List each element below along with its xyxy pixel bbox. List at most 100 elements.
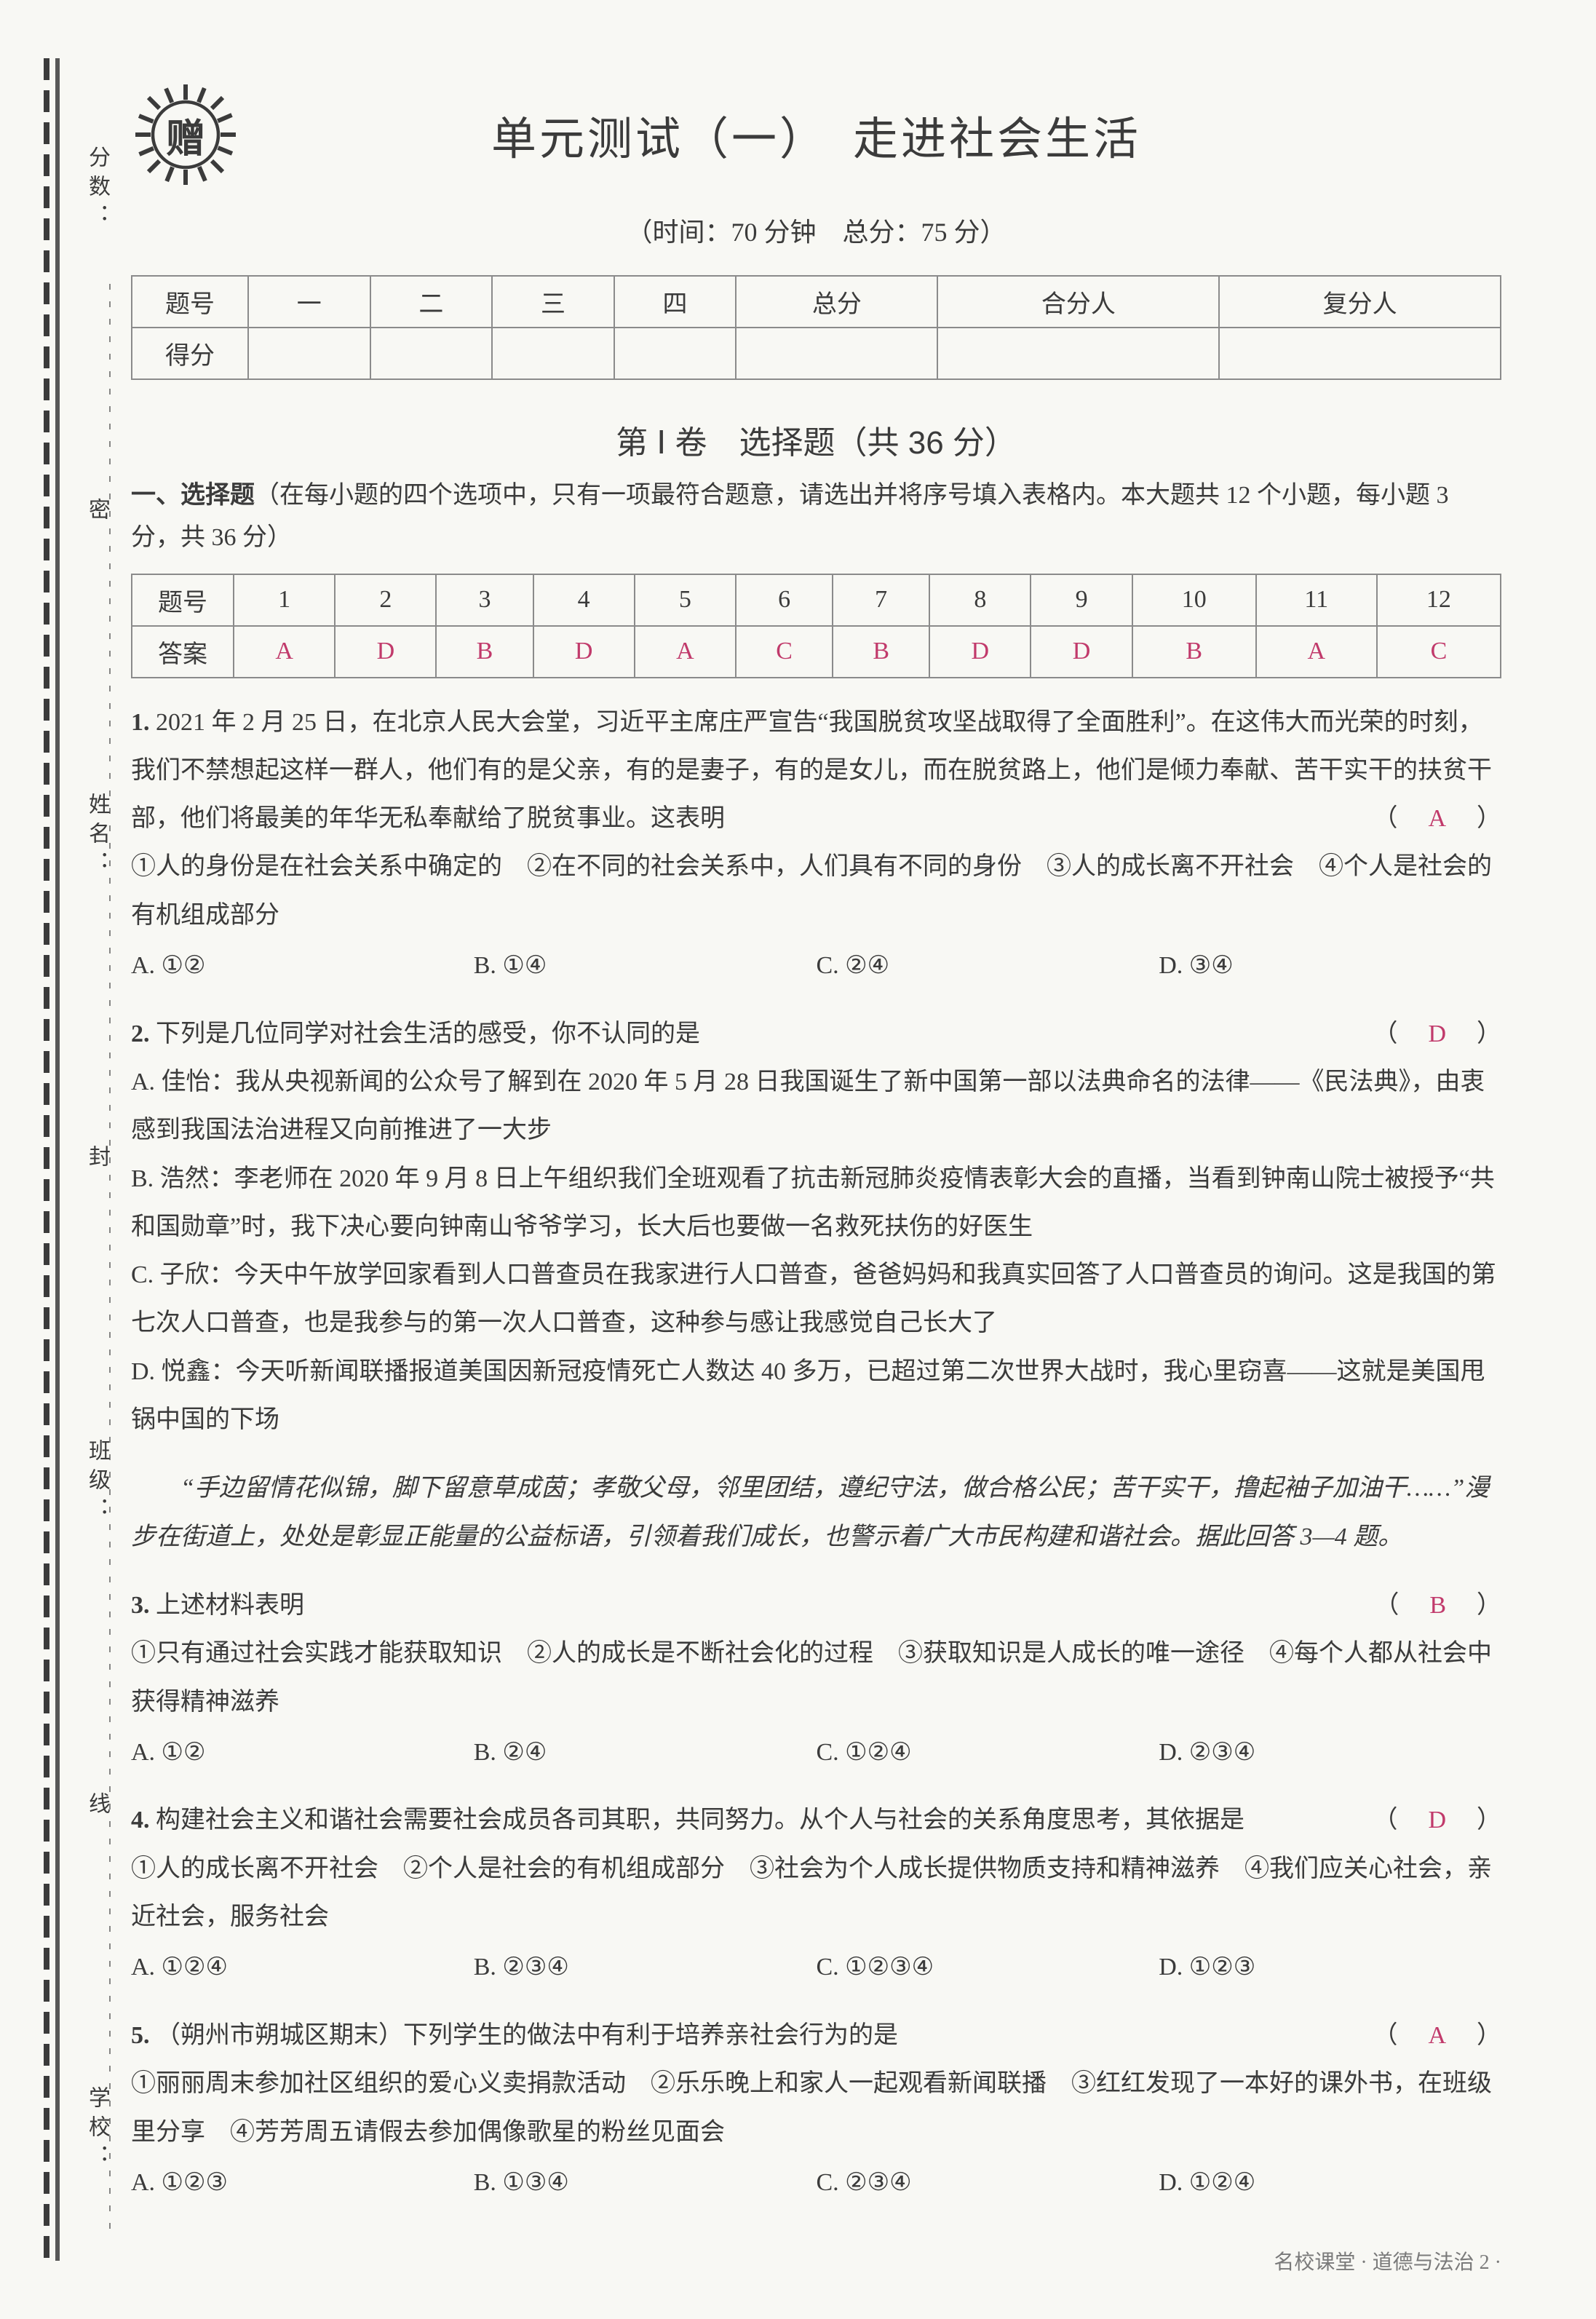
- q-number: 1.: [131, 709, 150, 736]
- option: A. ①②: [131, 1729, 474, 1777]
- cell[interactable]: [492, 328, 614, 379]
- cell: 10: [1132, 574, 1256, 626]
- q-answer: D: [1422, 1807, 1452, 1834]
- cell: 答案: [132, 626, 234, 678]
- binding-label-school: 学校：: [81, 2086, 113, 2173]
- answer-cell: D: [335, 626, 436, 678]
- option: A. ①②③: [131, 2160, 474, 2207]
- answer-cell: D: [533, 626, 635, 678]
- cell: 2: [335, 574, 436, 626]
- cell: 一: [248, 276, 370, 328]
- instruction-text: （在每小题的四个选项中，只有一项最符合题意，请选出并将序号填入表格内。本大题共 …: [131, 482, 1449, 551]
- table-row: 答案 A D B D A C B D D B A C: [132, 626, 1501, 678]
- q-number: 3.: [131, 1592, 150, 1619]
- answer-cell: B: [1132, 626, 1256, 678]
- cell: 8: [929, 574, 1031, 626]
- section-heading: 第 Ⅰ 卷 选择题（共 36 分）: [131, 416, 1501, 463]
- binding-label-name: 姓名：: [81, 793, 113, 880]
- shared-passage: “手边留情花似锦，脚下留意草成茵；孝敬父母，邻里团结，遵纪守法，做合格公民；苦干…: [131, 1464, 1501, 1561]
- binding-solid-bar: [55, 58, 60, 2261]
- option-d: D. 悦鑫：今天听新闻联播报道美国因新冠疫情死亡人数达 40 多万，已超过第二次…: [131, 1348, 1501, 1445]
- answer-cell: A: [635, 626, 736, 678]
- option: A. ①②: [131, 943, 474, 990]
- answer-cell: B: [436, 626, 533, 678]
- cell: 二: [370, 276, 493, 328]
- cell: 9: [1031, 574, 1132, 626]
- cell: 7: [833, 574, 929, 626]
- page-title: 单元测试（一） 走进社会生活: [269, 102, 1363, 167]
- bonus-badge: 赠: [131, 80, 240, 189]
- answer-paren: （ A ）: [1373, 795, 1501, 843]
- q-circled-options: ①丽丽周末参加社区组织的爱心义卖捐款活动 ②乐乐晚上和家人一起观看新闻联播 ③红…: [131, 2060, 1501, 2157]
- option: C. ②④: [817, 943, 1159, 990]
- table-row: 题号 1 2 3 4 5 6 7 8 9 10 11 12: [132, 574, 1501, 626]
- option: D. ②③④: [1159, 1729, 1501, 1777]
- option-a: A. 佳怡：我从央视新闻的公众号了解到在 2020 年 5 月 28 日我国诞生…: [131, 1058, 1501, 1155]
- cell[interactable]: [248, 328, 370, 379]
- option: B. ②③④: [474, 1944, 817, 1991]
- answer-cell: D: [1031, 626, 1132, 678]
- answer-cell: A: [234, 626, 335, 678]
- cell[interactable]: [614, 328, 737, 379]
- binding-labels: 分数： 密 姓名： 封 班级： 线 学校：: [70, 58, 124, 2261]
- cell: 1: [234, 574, 335, 626]
- binding-label-score: 分数：: [81, 146, 113, 233]
- q-options: A. ①②③ B. ①③④ C. ②③④ D. ①②④: [131, 2160, 1501, 2207]
- answer-paren: （ A ）: [1373, 2012, 1501, 2060]
- option: D. ①②③: [1159, 1944, 1501, 1991]
- answer-table: 题号 1 2 3 4 5 6 7 8 9 10 11 12 答案 A D B D…: [131, 574, 1501, 678]
- cell: 四: [614, 276, 737, 328]
- answer-cell: C: [736, 626, 833, 678]
- cell: 5: [635, 574, 736, 626]
- cell[interactable]: [370, 328, 493, 379]
- cell: 得分: [132, 328, 248, 379]
- cell: 题号: [132, 574, 234, 626]
- cell: 4: [533, 574, 635, 626]
- cell: 总分: [736, 276, 937, 328]
- q-number: 5.: [131, 2022, 150, 2049]
- binding-margin: 分数： 密 姓名： 封 班级： 线 学校：: [44, 58, 124, 2261]
- option-b: B. 浩然：李老师在 2020 年 9 月 8 日上午组织我们全班观看了抗击新冠…: [131, 1155, 1501, 1252]
- q-answer: D: [1422, 1020, 1452, 1047]
- question-5: 5. （朔州市朔城区期末）下列学生的做法中有利于培养亲社会行为的是 （ A ） …: [131, 2012, 1501, 2206]
- option: B. ②④: [474, 1729, 817, 1777]
- answer-cell: D: [929, 626, 1031, 678]
- cell[interactable]: [1219, 328, 1501, 379]
- table-row: 题号 一 二 三 四 总分 合分人 复分人: [132, 276, 1501, 328]
- instruction-prefix: 一、选择题: [131, 481, 255, 509]
- cell[interactable]: [937, 328, 1219, 379]
- option: C. ①②③④: [817, 1944, 1159, 1991]
- q-answer: A: [1422, 805, 1452, 832]
- option: D. ③④: [1159, 943, 1501, 990]
- q-options: A. ①②④ B. ②③④ C. ①②③④ D. ①②③: [131, 1944, 1501, 1991]
- exam-page: 分数： 密 姓名： 封 班级： 线 学校：: [0, 0, 1596, 2319]
- section-instruction: 一、选择题（在每小题的四个选项中，只有一项最符合题意，请选出并将序号填入表格内。…: [131, 475, 1501, 559]
- option: B. ①④: [474, 943, 817, 990]
- q-stem: 构建社会主义和谐社会需要社会成员各司其职，共同努力。从个人与社会的关系角度思考，…: [156, 1807, 1244, 1834]
- cell: 合分人: [937, 276, 1219, 328]
- cell[interactable]: [736, 328, 937, 379]
- table-row: 得分: [132, 328, 1501, 379]
- q-stem: 上述材料表明: [156, 1592, 304, 1619]
- cell: 12: [1377, 574, 1501, 626]
- q-circled-options: ①只有通过社会实践才能获取知识 ②人的成长是不断社会化的过程 ③获取知识是人成长…: [131, 1630, 1501, 1727]
- q-options: A. ①② B. ②④ C. ①②④ D. ②③④: [131, 1729, 1501, 1777]
- option: A. ①②④: [131, 1944, 474, 1991]
- binding-marker-xian: 线: [81, 1792, 113, 1821]
- cell: 题号: [132, 276, 248, 328]
- q-stem: 下列是几位同学对社会生活的感受，你不认同的是: [156, 1020, 700, 1047]
- cell: 11: [1256, 574, 1377, 626]
- answer-paren: （ B ）: [1374, 1582, 1501, 1630]
- binding-marker-feng: 封: [81, 1145, 113, 1174]
- exam-meta: （时间：70 分钟 总分：75 分）: [131, 211, 1501, 249]
- answer-cell: A: [1256, 626, 1377, 678]
- binding-label-class: 班级：: [81, 1439, 113, 1526]
- fold-line: [109, 284, 111, 2232]
- cell: 三: [492, 276, 614, 328]
- page-footer: 名校课堂 · 道德与法治 2 ·: [1274, 2246, 1501, 2275]
- score-table: 题号 一 二 三 四 总分 合分人 复分人 得分: [131, 275, 1501, 380]
- cell: 6: [736, 574, 833, 626]
- q-answer: B: [1424, 1592, 1452, 1619]
- q-stem: （朔州市朔城区期末）下列学生的做法中有利于培养亲社会行为的是: [156, 2022, 898, 2049]
- binding-dash-bar: [44, 58, 49, 2261]
